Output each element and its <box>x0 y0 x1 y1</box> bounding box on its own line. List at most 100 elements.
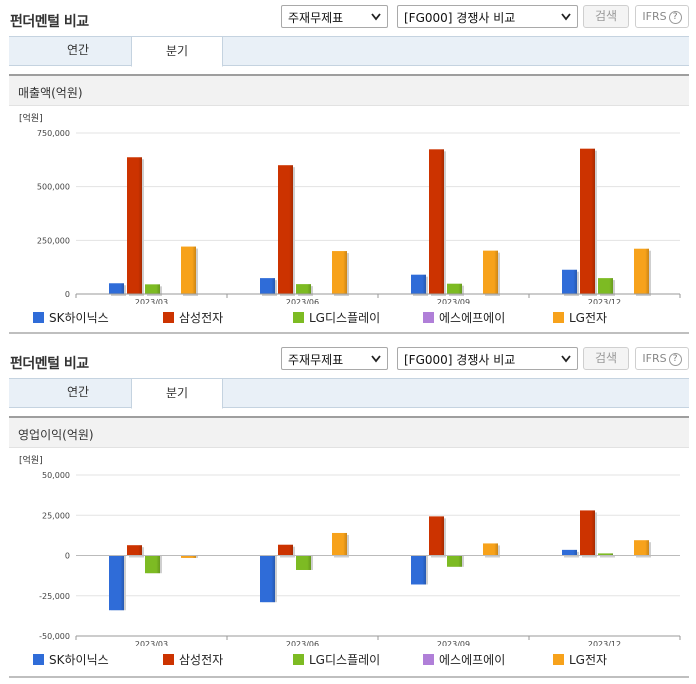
bar <box>332 251 347 294</box>
bar <box>429 516 444 556</box>
help-icon[interactable]: ? <box>668 353 682 366</box>
ifrs-button[interactable]: IFRS? <box>635 5 689 28</box>
legend-label: LG전자 <box>569 311 608 325</box>
bar <box>447 283 462 294</box>
legend-item[interactable]: SK하이닉스 <box>33 308 109 328</box>
legend-label: SK하이닉스 <box>49 311 109 325</box>
tab-annual[interactable]: 연간 <box>66 385 90 399</box>
period-tabs: 연간 분기 <box>9 36 689 67</box>
bar <box>580 510 595 556</box>
y-tick-label: 0 <box>65 290 70 299</box>
chart-legend: SK하이닉스 삼성전자 LG디스플레이 에스에프에이 LG전자 <box>0 308 696 328</box>
legend-label: 에스에프에이 <box>439 653 506 667</box>
legend-swatch <box>553 654 564 665</box>
legend-item[interactable]: 에스에프에이 <box>423 650 505 670</box>
ifrs-button[interactable]: IFRS? <box>635 347 689 370</box>
bar <box>411 555 426 585</box>
chevron-down-icon <box>561 355 571 363</box>
legend-swatch <box>423 312 434 323</box>
legend-label: LG디스플레이 <box>309 311 381 325</box>
y-tick-label: 0 <box>65 552 70 561</box>
fundamental-panel-operating-profit: 펀더멘털 비교 주재무제표 [FG000] 경쟁사 비교 검색 IFRS? 연간… <box>0 342 696 684</box>
legend-swatch <box>163 654 174 665</box>
operating-profit-bar-chart: [억원] -50,000 -25,000 0 25,000 50,000 2023/03 20… <box>19 454 681 646</box>
chevron-down-icon <box>561 13 571 21</box>
period-tabs: 연간 분기 <box>9 378 689 409</box>
tab-quarterly[interactable]: 분기 <box>131 36 223 67</box>
bar <box>127 157 142 294</box>
bar <box>447 555 462 567</box>
bar <box>332 532 347 556</box>
legend-label: LG디스플레이 <box>309 653 381 667</box>
legend-swatch <box>293 312 304 323</box>
x-tick-label: 2023/03 <box>135 640 168 646</box>
legend-label: 삼성전자 <box>179 653 224 667</box>
comparison-group-value: [FG000] 경쟁사 비교 <box>404 11 516 25</box>
section-header: 매출액(억원) <box>9 74 689 106</box>
bar <box>598 553 613 556</box>
bar <box>296 555 311 570</box>
help-icon[interactable]: ? <box>668 11 682 24</box>
legend-label: 삼성전자 <box>179 311 224 325</box>
divider <box>9 676 689 678</box>
fundamental-panel-sales: 펀더멘털 비교 주재무제표 [FG000] 경쟁사 비교 검색 IFRS? 연간… <box>0 0 696 340</box>
x-tick-label: 2023/06 <box>286 640 319 646</box>
x-tick-label: 2023/03 <box>135 298 168 304</box>
sales-bar-chart: [억원] 0 250,000 500,000 750,000 2023/03 2023/06… <box>19 112 681 304</box>
bar <box>181 246 196 294</box>
bar <box>411 274 426 294</box>
y-tick-label: 50,000 <box>42 471 70 480</box>
legend-swatch <box>33 654 44 665</box>
y-tick-label: -50,000 <box>39 632 70 641</box>
x-tick-label: 2023/09 <box>437 298 470 304</box>
legend-swatch <box>163 312 174 323</box>
section-title: 매출액(억원) <box>18 86 83 100</box>
bar <box>278 544 293 556</box>
bar <box>429 149 444 294</box>
unit-label: [억원] <box>19 112 43 124</box>
chart-legend: SK하이닉스 삼성전자 LG디스플레이 에스에프에이 LG전자 <box>0 650 696 670</box>
search-button[interactable]: 검색 <box>583 5 629 28</box>
bar <box>260 555 275 603</box>
bar <box>634 540 649 556</box>
tab-annual[interactable]: 연간 <box>66 43 90 57</box>
legend-swatch <box>423 654 434 665</box>
legend-label: LG전자 <box>569 653 608 667</box>
legend-item[interactable]: LG디스플레이 <box>293 650 380 670</box>
section-title: 영업이익(억원) <box>18 428 94 442</box>
legend-item[interactable]: LG디스플레이 <box>293 308 380 328</box>
bar <box>181 555 196 558</box>
search-button[interactable]: 검색 <box>583 347 629 370</box>
comparison-group-select[interactable]: [FG000] 경쟁사 비교 <box>397 347 578 370</box>
divider <box>9 332 689 334</box>
legend-swatch <box>553 312 564 323</box>
bar <box>562 549 577 556</box>
bar <box>109 555 124 611</box>
x-tick-label: 2023/12 <box>588 640 621 646</box>
legend-item[interactable]: LG전자 <box>553 650 607 670</box>
legend-label: 에스에프에이 <box>439 311 506 325</box>
x-tick-label: 2023/06 <box>286 298 319 304</box>
x-tick-label: 2023/09 <box>437 640 470 646</box>
panel-header: 펀더멘털 비교 주재무제표 [FG000] 경쟁사 비교 검색 IFRS? <box>0 0 696 36</box>
bar <box>580 148 595 294</box>
statement-type-value: 주재무제표 <box>288 11 344 25</box>
bar <box>296 284 311 294</box>
y-tick-label: -25,000 <box>39 592 70 601</box>
y-tick-label: 750,000 <box>37 129 70 138</box>
panel-header: 펀더멘털 비교 주재무제표 [FG000] 경쟁사 비교 검색 IFRS? <box>0 342 696 378</box>
legend-item[interactable]: 삼성전자 <box>163 650 223 670</box>
panel-title: 펀더멘털 비교 <box>10 356 89 372</box>
bar <box>260 278 275 294</box>
legend-item[interactable]: LG전자 <box>553 308 607 328</box>
legend-item[interactable]: 에스에프에이 <box>423 308 505 328</box>
bar <box>634 248 649 294</box>
tab-quarterly[interactable]: 분기 <box>131 378 223 409</box>
ifrs-label: IFRS <box>642 10 667 23</box>
legend-swatch <box>293 654 304 665</box>
legend-item[interactable]: 삼성전자 <box>163 308 223 328</box>
statement-type-select[interactable]: 주재무제표 <box>281 5 388 28</box>
comparison-group-select[interactable]: [FG000] 경쟁사 비교 <box>397 5 578 28</box>
legend-item[interactable]: SK하이닉스 <box>33 650 109 670</box>
statement-type-select[interactable]: 주재무제표 <box>281 347 388 370</box>
